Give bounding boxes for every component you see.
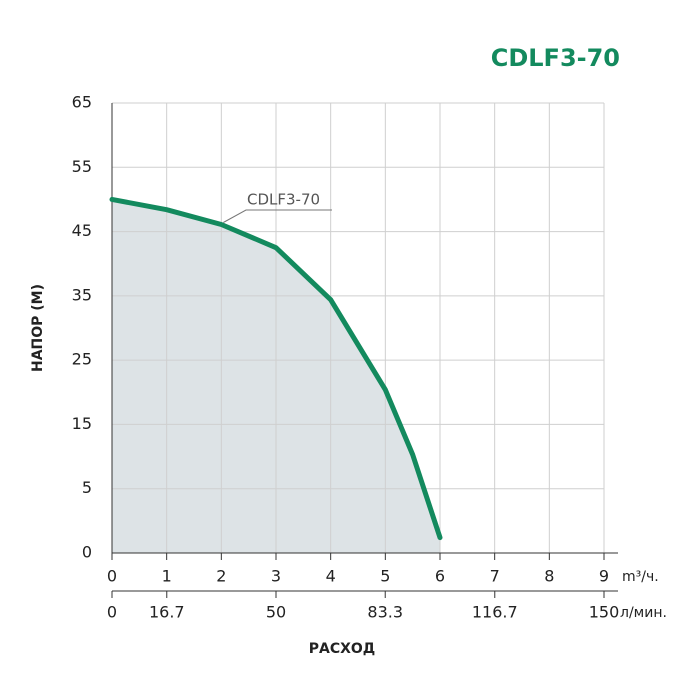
- leader-line: [223, 209, 332, 223]
- x2-tick-label: 16.7: [149, 603, 185, 622]
- chart-title: CDLF3-70: [491, 44, 620, 72]
- series-label: CDLF3-70: [247, 191, 320, 209]
- x-tick-label: 4: [326, 567, 336, 586]
- x-tick-label: 0: [107, 567, 117, 586]
- y-tick-label: 55: [72, 157, 92, 176]
- y-tick-label: 5: [82, 478, 92, 497]
- x-tick-label: 6: [435, 567, 445, 586]
- y-tick-label: 35: [72, 285, 92, 304]
- y-tick-label: 0: [82, 543, 92, 562]
- y-tick-label: 65: [72, 93, 92, 112]
- curve: [109, 196, 443, 541]
- x-unit: m³/ч.: [622, 569, 659, 585]
- x2-unit: л/мин.: [620, 605, 667, 621]
- x-tick-label: 7: [490, 567, 500, 586]
- x2-tick-label: 50: [266, 603, 286, 622]
- x-tick-label: 8: [544, 567, 554, 586]
- x-axis-label: РАСХОД: [309, 641, 376, 657]
- x-tick-label: 1: [162, 567, 172, 586]
- x2-tick-label: 116.7: [472, 603, 518, 622]
- x-tick-label: 2: [216, 567, 226, 586]
- x-tick-label: 3: [271, 567, 281, 586]
- y-tick-label: 15: [72, 414, 92, 433]
- x2-tick-label: 150: [589, 603, 620, 622]
- x-tick-label: 9: [599, 567, 609, 586]
- y-tick-label: 25: [72, 350, 92, 369]
- x2-tick-label: 0: [107, 603, 117, 622]
- x-tick-label: 5: [380, 567, 390, 586]
- y-axis-label: НАПОР (М): [30, 284, 46, 372]
- x2-tick-label: 83.3: [367, 603, 403, 622]
- y-tick-label: 45: [72, 221, 92, 240]
